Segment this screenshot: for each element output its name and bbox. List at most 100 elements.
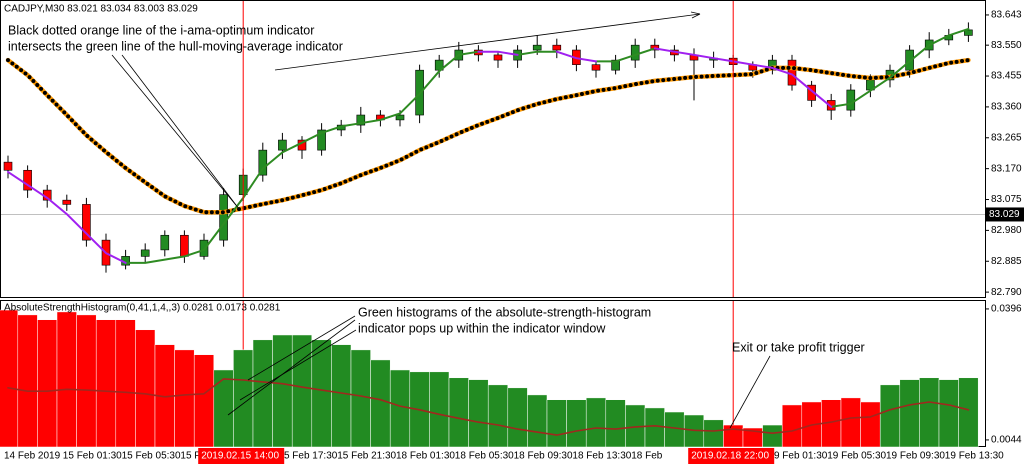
arrow xyxy=(227,319,356,416)
x-tick-label: 14 Feb 2019 xyxy=(4,451,61,462)
candle-body xyxy=(395,114,405,121)
histogram-bar xyxy=(566,399,587,448)
histogram-bar xyxy=(389,369,411,448)
chart-header: CADJPY,M30 83.021 83.034 83.003 83.029 xyxy=(4,4,198,15)
annotation: indicator pops up within the indicator w… xyxy=(358,321,606,335)
y-tick-label: 0.0044 xyxy=(991,435,1022,446)
candle-body xyxy=(611,59,620,71)
histogram-bar xyxy=(76,314,97,448)
histogram-bar xyxy=(350,349,371,448)
histogram-bar xyxy=(0,309,19,448)
arrow xyxy=(111,54,241,211)
histogram-bar xyxy=(311,339,332,448)
histogram-bar xyxy=(585,397,607,448)
y-tick-label: 83.550 xyxy=(991,40,1022,51)
annotation: Exit or take profit trigger xyxy=(732,340,865,354)
histogram-bar xyxy=(56,311,77,448)
histogram-bar xyxy=(879,384,901,448)
x-tick-label: 15 Feb xyxy=(180,451,212,462)
histogram-bar xyxy=(919,377,940,448)
indicator-line xyxy=(7,378,970,436)
annotation: intersects the green line of the hull-mo… xyxy=(8,39,343,53)
y-tick-label: 83.643 xyxy=(991,10,1022,21)
histogram-bar xyxy=(958,377,979,448)
histogram-bar xyxy=(468,379,489,448)
candle-body xyxy=(846,89,856,111)
histogram-bar xyxy=(860,401,881,448)
annotation-arrows xyxy=(111,11,771,429)
histogram-bar xyxy=(781,404,803,448)
histogram-bar xyxy=(115,319,136,448)
x-tick-label: 18 Feb 09:30 xyxy=(514,451,573,462)
indicator-line xyxy=(6,58,971,215)
histogram-bar xyxy=(174,349,195,448)
x-tick-label: 15 Feb 17:30 xyxy=(278,451,337,462)
x-tick-label: 18 Feb 05:30 xyxy=(455,451,514,462)
x-tick-label: 18 Feb 13:30 xyxy=(572,451,631,462)
histogram-bar xyxy=(448,377,469,448)
candle-body xyxy=(630,44,640,61)
candle-body xyxy=(591,64,601,71)
y-tick-label: 82.790 xyxy=(991,287,1022,298)
candle-body xyxy=(82,204,91,241)
current-price-box xyxy=(986,207,1024,222)
candle-body xyxy=(493,54,503,61)
x-tick-label: 15 Feb 21:30 xyxy=(337,451,396,462)
candle-body xyxy=(258,149,268,176)
histogram-bar xyxy=(899,379,920,448)
histogram-bar xyxy=(252,339,273,448)
x-tick-label: 18 Feb xyxy=(631,451,663,462)
arrow xyxy=(274,13,701,71)
y-tick-label: 83.075 xyxy=(991,194,1022,205)
histogram-bar xyxy=(272,334,293,448)
histogram-bar xyxy=(135,329,156,448)
arrow-head xyxy=(690,11,701,19)
x-highlight-label: 2019.02.15 14:00 xyxy=(201,451,279,462)
histogram-bar xyxy=(644,407,665,448)
histogram-bar xyxy=(17,314,38,448)
histogram-bar xyxy=(213,369,234,448)
annotation: Black dotted orange line of the i-ama-op… xyxy=(8,23,314,37)
candle-body xyxy=(532,44,542,51)
histogram-bar xyxy=(527,394,548,448)
indicator-line xyxy=(124,27,970,264)
histogram-bar xyxy=(331,344,352,448)
candle-body xyxy=(62,199,72,205)
x-tick-label: 19 Feb 01:30 xyxy=(768,451,827,462)
arrow xyxy=(247,315,356,381)
histogram-bar xyxy=(37,319,58,448)
y-tick-label: 82.885 xyxy=(991,256,1022,267)
candle-body xyxy=(356,114,366,126)
x-tick-label: 18 Feb 01:30 xyxy=(396,451,455,462)
annotation: Green histograms of the absolute-strengt… xyxy=(358,305,651,319)
candle-body xyxy=(317,129,326,151)
histogram-bar xyxy=(370,359,391,448)
x-tick-label: 19 Feb 05:30 xyxy=(827,451,886,462)
histogram-bar xyxy=(938,379,959,448)
candle-body xyxy=(160,234,170,251)
histogram-bar xyxy=(507,387,528,448)
arrow xyxy=(239,329,357,401)
x-highlight-label: 2019.02.18 22:00 xyxy=(691,451,769,462)
y-tick-label: 83.170 xyxy=(991,163,1022,174)
histogram-bar xyxy=(703,419,724,448)
y-tick-label: 0.0396 xyxy=(991,304,1022,315)
plot-layer xyxy=(0,1,985,448)
histogram-bar xyxy=(193,354,215,448)
histogram-bar xyxy=(762,424,783,448)
x-tick-label: 19 Feb 09:30 xyxy=(886,451,945,462)
x-tick-label: 15 Feb 01:30 xyxy=(63,451,122,462)
histogram-bar xyxy=(95,319,117,448)
y-tick-label: 83.455 xyxy=(991,71,1022,82)
indicator-line xyxy=(7,47,833,264)
histogram-bar xyxy=(840,397,861,448)
x-tick-label: 19 Feb 13:30 xyxy=(945,451,1004,462)
candle-body xyxy=(552,44,562,51)
arrow xyxy=(121,54,237,206)
x-tick-label: 15 Feb 05:30 xyxy=(122,451,181,462)
y-tick-label: 83.360 xyxy=(991,102,1022,113)
histogram-bar xyxy=(487,384,509,448)
histogram-bar xyxy=(429,371,450,448)
